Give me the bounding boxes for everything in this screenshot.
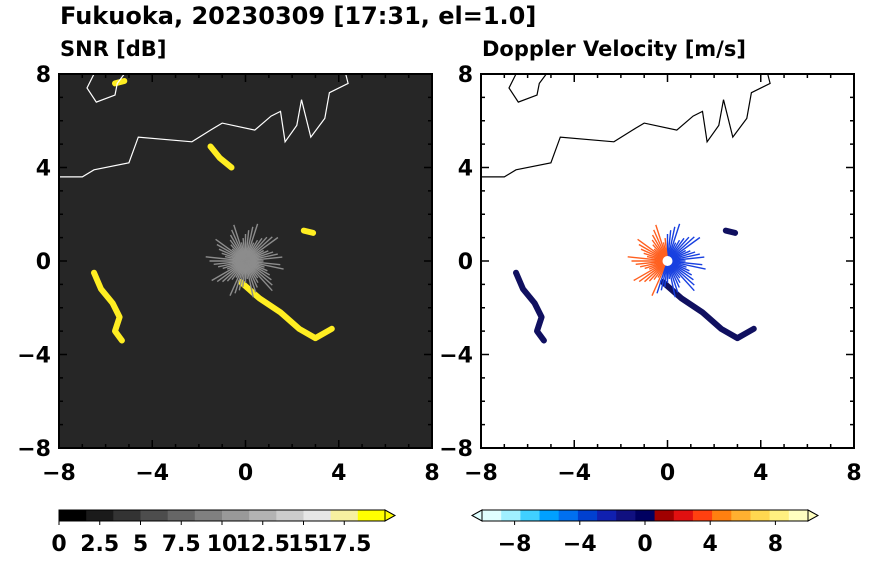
- figure-title: Fukuoka, 20230309 [17:31, el=1.0]: [60, 2, 536, 30]
- clutter-ray: [245, 260, 281, 266]
- echo-band: [207, 143, 235, 171]
- y-tick-label: −8: [439, 437, 473, 462]
- colorbar-cell: [501, 510, 521, 521]
- x-tick-label: 0: [660, 461, 675, 486]
- coastline: [481, 74, 771, 178]
- y-tick-label: 0: [36, 250, 51, 275]
- echo-band: [237, 279, 335, 342]
- colorbar-cell: [731, 510, 752, 521]
- x-tick-label: −4: [557, 461, 591, 486]
- colorbar-extend-min: [470, 509, 483, 522]
- snr-panel-title: SNR [dB]: [60, 37, 166, 61]
- echo-band: [300, 227, 317, 236]
- colorbar-cell: [140, 510, 169, 521]
- colorbar-tick-label: 15: [288, 532, 319, 557]
- echo-band: [659, 279, 757, 342]
- colorbar-cell: [673, 510, 694, 521]
- clutter-ray: [667, 260, 703, 266]
- colorbar-tick-label: 5: [133, 532, 148, 557]
- colorbar-tick-label: 10: [207, 532, 238, 557]
- colorbar-cell: [303, 510, 332, 521]
- y-tick-label: 0: [458, 250, 473, 275]
- x-tick-label: 8: [846, 461, 861, 486]
- coastline: [508, 74, 547, 103]
- colorbar-cell: [482, 510, 502, 521]
- x-tick-label: −8: [42, 461, 76, 486]
- coastline: [59, 74, 349, 178]
- colorbar-extend-max: [807, 509, 820, 522]
- colorbar-cell: [692, 510, 713, 521]
- colorbar-tick-label: 12.5: [236, 532, 290, 557]
- colorbar-cell: [769, 510, 790, 521]
- x-tick-label: −4: [135, 461, 169, 486]
- y-tick-label: 8: [458, 63, 473, 88]
- colorbar-cell: [357, 510, 386, 521]
- y-tick-label: 4: [36, 157, 51, 182]
- colorbar-cell: [222, 510, 250, 521]
- colorbar-cell: [654, 510, 675, 521]
- colorbar-cell: [635, 510, 656, 521]
- colorbar-tick-label: 7.5: [162, 532, 201, 557]
- doppler-panel-title: Doppler Velocity [m/s]: [482, 37, 746, 61]
- colorbar-tick-label: 4: [703, 532, 718, 557]
- doppler-colorbar: −8 −4 0 4 8: [470, 509, 820, 557]
- colorbar-cell: [59, 510, 87, 521]
- doppler-panel: −8 −4 0 4 8 8 4 0 −4 −8: [439, 63, 861, 486]
- y-tick-label: 4: [458, 157, 473, 182]
- colorbar-cell: [558, 510, 579, 521]
- colorbar-cell: [539, 510, 560, 521]
- colorbar-cell: [167, 510, 196, 521]
- x-tick-label: 4: [753, 461, 768, 486]
- colorbar-tick-label: 0: [637, 532, 652, 557]
- colorbar-tick-label: 0: [51, 532, 66, 557]
- colorbar-cell: [249, 510, 277, 521]
- colorbar-tick-label: 2.5: [80, 532, 119, 557]
- y-tick-label: −4: [439, 344, 473, 369]
- coastline: [86, 74, 125, 103]
- colorbar-extend-max: [384, 509, 397, 522]
- x-tick-label: 0: [238, 461, 253, 486]
- colorbar-cell: [113, 510, 142, 521]
- colorbar-tick-label: 17.5: [317, 532, 371, 557]
- colorbar-cell: [712, 510, 732, 521]
- echo-band: [91, 269, 125, 344]
- x-tick-label: −8: [464, 461, 498, 486]
- radar-site: [662, 256, 673, 266]
- colorbar-cell: [330, 510, 359, 521]
- colorbar-cell: [520, 510, 541, 521]
- colorbar-cell: [86, 510, 114, 521]
- echo-band: [513, 269, 547, 344]
- x-tick-label: 4: [331, 461, 346, 486]
- colorbar-cell: [577, 510, 598, 521]
- colorbar-tick-label: 8: [768, 532, 783, 557]
- colorbar-cell: [788, 510, 809, 521]
- colorbar-cell: [616, 510, 636, 521]
- colorbar-tick-label: −4: [563, 532, 597, 557]
- colorbar-cell: [750, 510, 771, 521]
- colorbar-cell: [597, 510, 617, 521]
- y-tick-label: −8: [17, 437, 51, 462]
- y-tick-label: 8: [36, 63, 51, 88]
- echo-band: [722, 227, 739, 236]
- snr-panel: −8 −4 0 4 8 8 4 0 −4 −8: [17, 63, 439, 486]
- echo-band: [112, 78, 128, 87]
- y-tick-label: −4: [17, 344, 51, 369]
- colorbar-cell: [194, 510, 223, 521]
- colorbar-tick-label: −8: [498, 532, 532, 557]
- x-tick-label: 8: [424, 461, 439, 486]
- colorbar-cell: [276, 510, 305, 521]
